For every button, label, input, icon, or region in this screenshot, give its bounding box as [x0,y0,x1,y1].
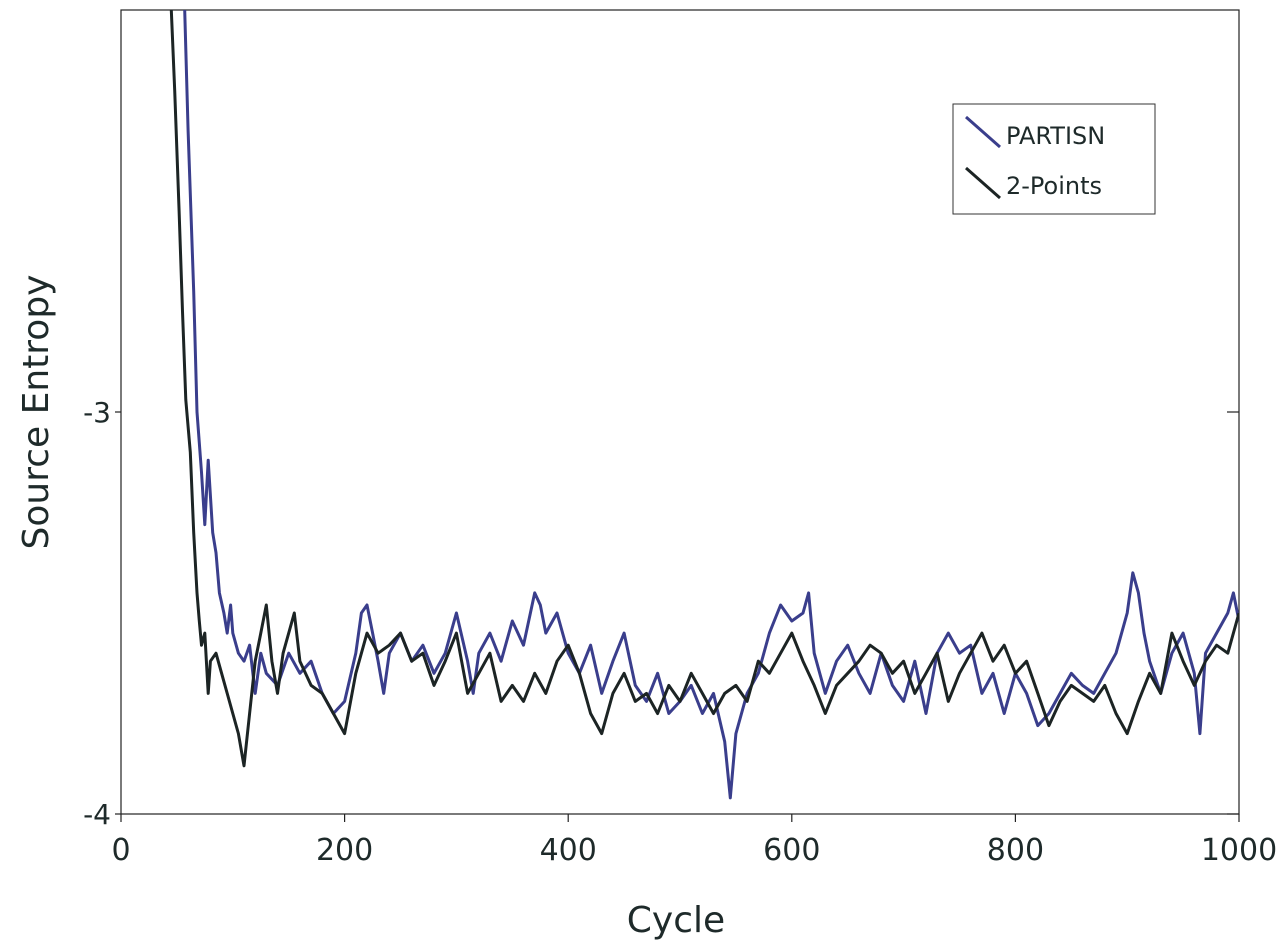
legend-symbol-2-points [965,166,1001,200]
series-line-2-points [169,10,1239,768]
x-tick-label: 0 [111,833,130,868]
x-tick-label: 1000 [1201,833,1277,868]
legend-symbol-partisn [965,115,1001,149]
series-line-partisn [183,10,1239,800]
x-axis-label: Cycle [627,900,725,941]
legend: PARTISN 2-Points [952,103,1156,215]
y-tick-label: -4 [83,798,111,831]
x-tick-label: 800 [987,833,1044,868]
x-tick-label: 200 [316,833,373,868]
y-axis-label: Source Entropy [16,275,57,550]
legend-box [952,103,1156,215]
legend-label-2-points: 2-Points [1006,172,1102,200]
y-tick-label: -3 [83,396,111,429]
x-tick-label: 600 [763,833,820,868]
series-layer [169,10,1239,800]
x-tick-label: 400 [540,833,597,868]
axis-ticks: 0 200 400 600 800 1000 -4 -3 [83,396,1277,868]
legend-label-partisn: PARTISN [1006,122,1105,150]
